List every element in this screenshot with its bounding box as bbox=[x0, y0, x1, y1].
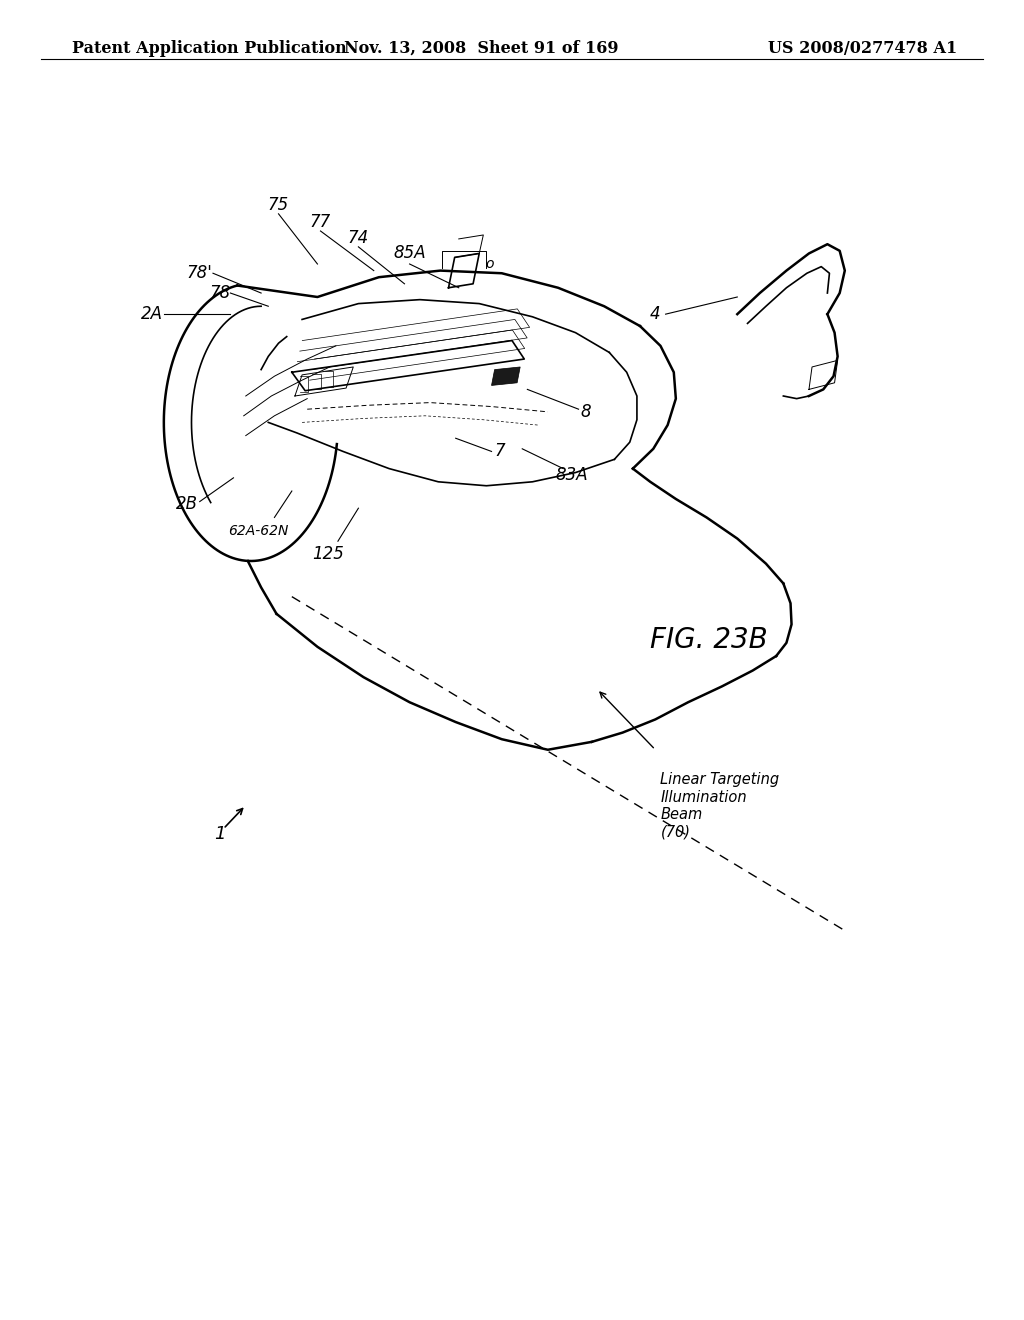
Text: 78: 78 bbox=[210, 284, 230, 302]
Text: Nov. 13, 2008  Sheet 91 of 169: Nov. 13, 2008 Sheet 91 of 169 bbox=[344, 40, 618, 57]
Text: US 2008/0277478 A1: US 2008/0277478 A1 bbox=[768, 40, 957, 57]
Text: 4: 4 bbox=[650, 305, 660, 323]
Text: 2B: 2B bbox=[176, 495, 199, 513]
Text: FIG. 23B: FIG. 23B bbox=[650, 626, 768, 655]
Text: Patent Application Publication: Patent Application Publication bbox=[72, 40, 346, 57]
Text: 1: 1 bbox=[214, 825, 226, 843]
Text: 85A: 85A bbox=[393, 244, 426, 263]
Text: 62A-62N: 62A-62N bbox=[228, 524, 288, 537]
Text: 2A: 2A bbox=[140, 305, 163, 323]
Text: 7: 7 bbox=[495, 442, 505, 461]
Text: 125: 125 bbox=[311, 545, 344, 564]
Text: 74: 74 bbox=[348, 228, 369, 247]
Text: Linear Targeting
Illumination
Beam
(70): Linear Targeting Illumination Beam (70) bbox=[660, 772, 779, 840]
Text: o: o bbox=[485, 257, 494, 271]
Polygon shape bbox=[492, 367, 520, 385]
Text: 83A: 83A bbox=[555, 466, 588, 484]
Text: 77: 77 bbox=[310, 213, 331, 231]
Text: 75: 75 bbox=[268, 195, 289, 214]
Text: 8: 8 bbox=[581, 403, 591, 421]
Text: 78': 78' bbox=[186, 264, 213, 282]
